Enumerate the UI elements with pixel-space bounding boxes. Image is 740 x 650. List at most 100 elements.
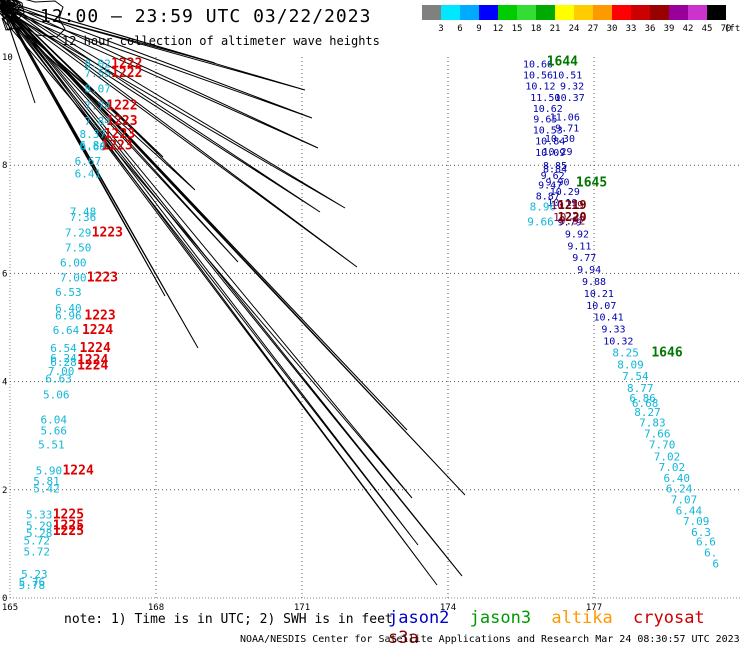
swh-label: 10.30 (545, 134, 575, 145)
swh-label: 7.66 (644, 428, 671, 441)
swh-label: 7.00 (60, 272, 87, 285)
swh-label: 7.74 (84, 100, 111, 113)
swh-label: 6.63 (45, 372, 72, 385)
swh-label: 9.66 (527, 215, 554, 228)
colorbar-label: 39 (663, 24, 675, 34)
swh-label: 8.85 (543, 161, 567, 172)
x-tick-label: 168 (148, 603, 164, 613)
time-label: 1224 (82, 323, 113, 338)
island-outline (0, 0, 319, 149)
time-label: 1224 (80, 341, 111, 356)
swh-label: 10.53 (533, 125, 563, 136)
swh-label: 5.29 (26, 520, 53, 533)
time-label: 1223 (101, 139, 132, 154)
time-label: 1225 (53, 524, 84, 539)
colorbar-swatch (517, 5, 536, 20)
swh-label: 6.24 (666, 483, 693, 496)
swh-label: 6.64 (53, 324, 80, 337)
swh-label: 7.70 (649, 438, 676, 451)
swh-label: 10.62 (533, 104, 563, 115)
colorbar-label: 24 (568, 24, 580, 34)
time-label: 1222 (106, 99, 137, 114)
swh-label: 10.37 (555, 93, 585, 104)
swh-label: 10.09 (535, 148, 565, 159)
note-text: note: 1) Time is in UTC; 2) SWH is in fe… (64, 612, 393, 627)
legend-altika: altika (551, 608, 613, 628)
time-label: 1222 (111, 56, 142, 71)
colorbar-swatch (498, 5, 517, 20)
colorbar-swatch (669, 5, 688, 20)
swh-label: 6.3 (691, 526, 711, 539)
legend-jason3: jason3 (469, 608, 532, 628)
colorbar-label: 3 (438, 24, 444, 34)
swh-label: 5.76 (19, 576, 46, 589)
colorbar-label: 6 (457, 24, 463, 34)
swh-label: 7.02 (654, 450, 681, 463)
swh-label: 8.96 (530, 200, 557, 213)
swh-label: 10.12 (525, 82, 555, 93)
time-label: 1223 (104, 127, 135, 142)
swh-label: 5.51 (38, 438, 65, 451)
swh-label: 5.42 (33, 483, 60, 496)
swh-label: 5.66 (41, 424, 68, 437)
swh-label: 10.32 (603, 336, 633, 347)
island-outline (0, 0, 419, 546)
time-label: 1224 (77, 353, 108, 368)
swh-label: 5.81 (33, 475, 60, 488)
swh-label: 6. (704, 547, 717, 560)
swh-label: 10.19 (547, 198, 577, 209)
swh-label: 10.51 (552, 70, 582, 81)
swh-label: 6.86 (629, 392, 656, 405)
swh-label: 6.44 (676, 504, 703, 517)
colorbar-swatch (460, 5, 479, 20)
swh-label: 9.88 (582, 277, 606, 288)
y-tick-label: 2 (2, 486, 7, 496)
time-label: 1219 (558, 198, 587, 212)
swh-label: 6.84 (79, 139, 106, 152)
swh-label: 10.20 (553, 211, 586, 224)
x-tick-label: 171 (294, 603, 310, 613)
x-tick-label: 165 (2, 603, 18, 613)
swh-label: 9.11 (567, 241, 591, 252)
swh-label: 9.94 (577, 265, 601, 276)
swh-label: 9.71 (555, 123, 579, 134)
swh-label: 9.92 (565, 229, 589, 240)
colorbar-label: 12 (492, 24, 504, 34)
swh-label: 9.79 (558, 217, 582, 228)
swh-label: 7.50 (65, 241, 92, 254)
x-tick-label: 174 (440, 603, 456, 613)
colorbar-label: 15 (511, 24, 523, 34)
swh-label: 5.72 (24, 545, 51, 558)
swh-label: 5.23 (21, 568, 48, 581)
island-outline (0, 0, 438, 586)
swh-label: 7.48 (70, 206, 97, 219)
colorbar-swatch (479, 5, 498, 20)
swh-label: 6.96 (55, 310, 82, 323)
island-outline (0, 0, 358, 268)
swh-label: 9.92 (559, 214, 586, 227)
colorbar-swatch (688, 5, 707, 20)
credit-text: NOAA/NESDIS Center for Satellite Applica… (240, 634, 740, 645)
colorbar-label: 18 (530, 24, 542, 34)
swh-label: 7.55 (84, 67, 111, 80)
swh-label: 9.90 (545, 177, 569, 188)
y-tick-label: 4 (2, 378, 7, 388)
y-tick-label: 6 (2, 269, 7, 279)
colorbar-label: 9 (476, 24, 482, 34)
colorbar-unit: (ft) (724, 24, 740, 34)
time-label: 1222 (111, 66, 142, 81)
swh-label: 6.00 (60, 257, 87, 270)
island-outline (0, 0, 463, 577)
swh-label: 5.28 (26, 527, 53, 540)
island-outline (0, 0, 413, 499)
colorbar-label: 70 (720, 24, 732, 34)
time-label: 1646 (651, 345, 682, 360)
swh-label: 8.25 (612, 346, 639, 359)
swh-label: 9.65 (533, 115, 557, 126)
swh-label: 9.77 (572, 253, 596, 264)
swh-label: 6.6 (696, 536, 716, 549)
swh-label: 10.19 (551, 199, 584, 212)
swh-label: 7.83 (639, 417, 666, 430)
swh-label: 7.07 (671, 494, 698, 507)
